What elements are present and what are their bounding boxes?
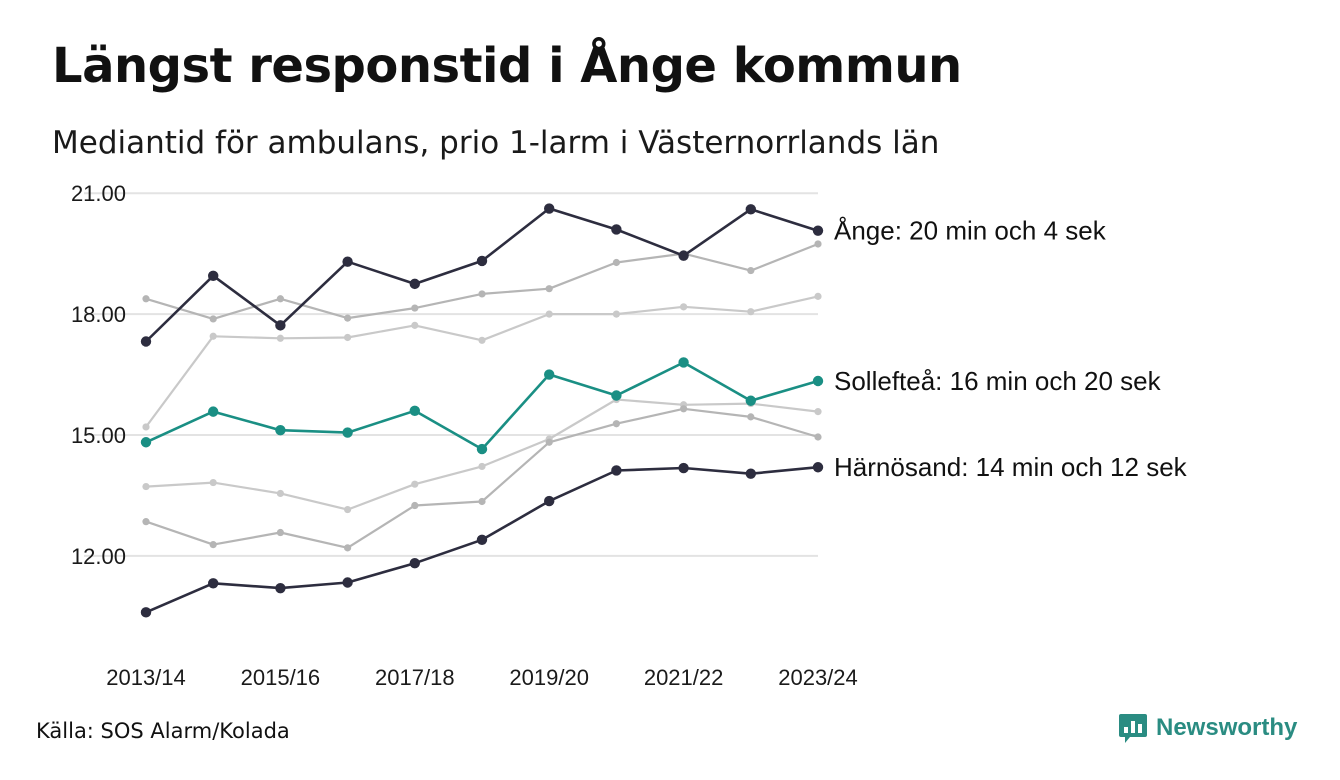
source-note: Källa: SOS Alarm/Kolada — [36, 719, 290, 743]
series-line — [145, 361, 819, 451]
data-point — [342, 256, 353, 267]
data-point — [142, 518, 150, 526]
data-point — [478, 462, 486, 471]
data-point — [344, 333, 352, 342]
series-line — [145, 207, 819, 343]
data-point — [814, 408, 822, 416]
data-point — [140, 607, 152, 618]
data-point — [678, 357, 689, 368]
series-line — [145, 398, 819, 511]
series-line — [145, 407, 819, 549]
data-point — [276, 489, 284, 498]
data-point — [276, 528, 284, 537]
data-point — [545, 310, 553, 318]
data-point — [745, 395, 756, 406]
series-line — [145, 242, 819, 320]
data-point — [208, 406, 219, 417]
data-point — [344, 544, 352, 552]
data-point — [476, 534, 488, 545]
series-end-label: Härnösand: 14 min och 12 sek — [834, 452, 1188, 482]
data-point — [812, 375, 824, 387]
data-point — [411, 304, 419, 312]
data-point — [812, 225, 824, 236]
data-point — [745, 204, 756, 215]
data-point — [478, 497, 486, 506]
data-point — [411, 321, 419, 329]
data-point — [545, 438, 553, 446]
data-point — [745, 468, 756, 479]
data-point — [411, 480, 419, 488]
series-end-label: Ånge: 20 min och 4 sek — [834, 216, 1107, 246]
brand-logo: Newsworthy — [1118, 712, 1297, 744]
data-point — [814, 240, 822, 248]
data-point — [747, 413, 755, 421]
data-point — [747, 266, 755, 275]
data-point — [478, 336, 486, 344]
data-point — [209, 541, 217, 549]
data-point — [409, 405, 420, 417]
y-tick-label: 15.00 — [71, 423, 126, 448]
data-point — [208, 578, 219, 589]
x-tick-label: 2023/24 — [778, 665, 858, 690]
data-point — [612, 420, 621, 428]
data-point — [344, 505, 352, 514]
data-point — [409, 557, 420, 569]
data-point — [611, 224, 622, 235]
data-point — [814, 433, 822, 441]
data-point — [409, 278, 420, 290]
data-point — [411, 501, 419, 510]
data-point — [140, 437, 152, 448]
data-point — [544, 203, 555, 214]
data-point — [611, 390, 622, 401]
data-point — [142, 482, 150, 491]
data-point — [680, 405, 688, 413]
newsworthy-logo-icon — [1119, 714, 1147, 743]
data-point — [478, 290, 486, 298]
x-tick-label: 2021/22 — [644, 665, 724, 690]
x-tick-label: 2019/20 — [509, 665, 589, 690]
data-point — [275, 320, 286, 331]
data-point — [476, 255, 488, 267]
data-point — [342, 577, 353, 588]
data-point — [142, 295, 150, 303]
data-point — [140, 336, 152, 347]
data-point — [476, 443, 488, 455]
data-point — [812, 462, 824, 473]
data-point — [611, 465, 622, 476]
chart-title: Längst responstid i Ånge kommun — [52, 38, 962, 94]
data-point — [678, 250, 689, 261]
data-point — [208, 270, 219, 282]
y-tick-label: 21.00 — [71, 181, 126, 206]
data-point — [747, 308, 755, 316]
x-tick-label: 2017/18 — [375, 665, 455, 690]
data-point — [344, 314, 352, 322]
y-tick-label: 18.00 — [71, 302, 126, 327]
brand-name: Newsworthy — [1156, 714, 1298, 741]
data-point — [209, 332, 217, 340]
data-point — [545, 285, 553, 293]
x-tick-label: 2015/16 — [241, 665, 321, 690]
data-point — [142, 423, 150, 431]
y-tick-label: 12.00 — [71, 544, 126, 569]
data-point — [276, 295, 284, 303]
data-point — [275, 582, 286, 594]
x-tick-label: 2013/14 — [106, 665, 186, 690]
data-point — [814, 292, 822, 300]
data-point — [680, 303, 688, 311]
chart-subtitle: Mediantid för ambulans, prio 1-larm i Vä… — [52, 125, 940, 161]
line-chart: 12.00 15.00 18.00 21.00 2013/14 2015/16 2017/1… — [71, 181, 1188, 690]
data-point — [544, 495, 555, 507]
series-end-label: Sollefteå: 16 min och 20 sek — [834, 366, 1162, 396]
data-point — [275, 424, 286, 436]
data-point — [342, 427, 353, 438]
data-point — [209, 315, 217, 323]
data-point — [612, 310, 621, 318]
data-point — [678, 462, 689, 474]
data-point — [544, 369, 555, 380]
data-point — [612, 258, 621, 267]
data-point — [209, 478, 217, 487]
data-point — [276, 334, 284, 342]
series-line — [145, 295, 819, 428]
